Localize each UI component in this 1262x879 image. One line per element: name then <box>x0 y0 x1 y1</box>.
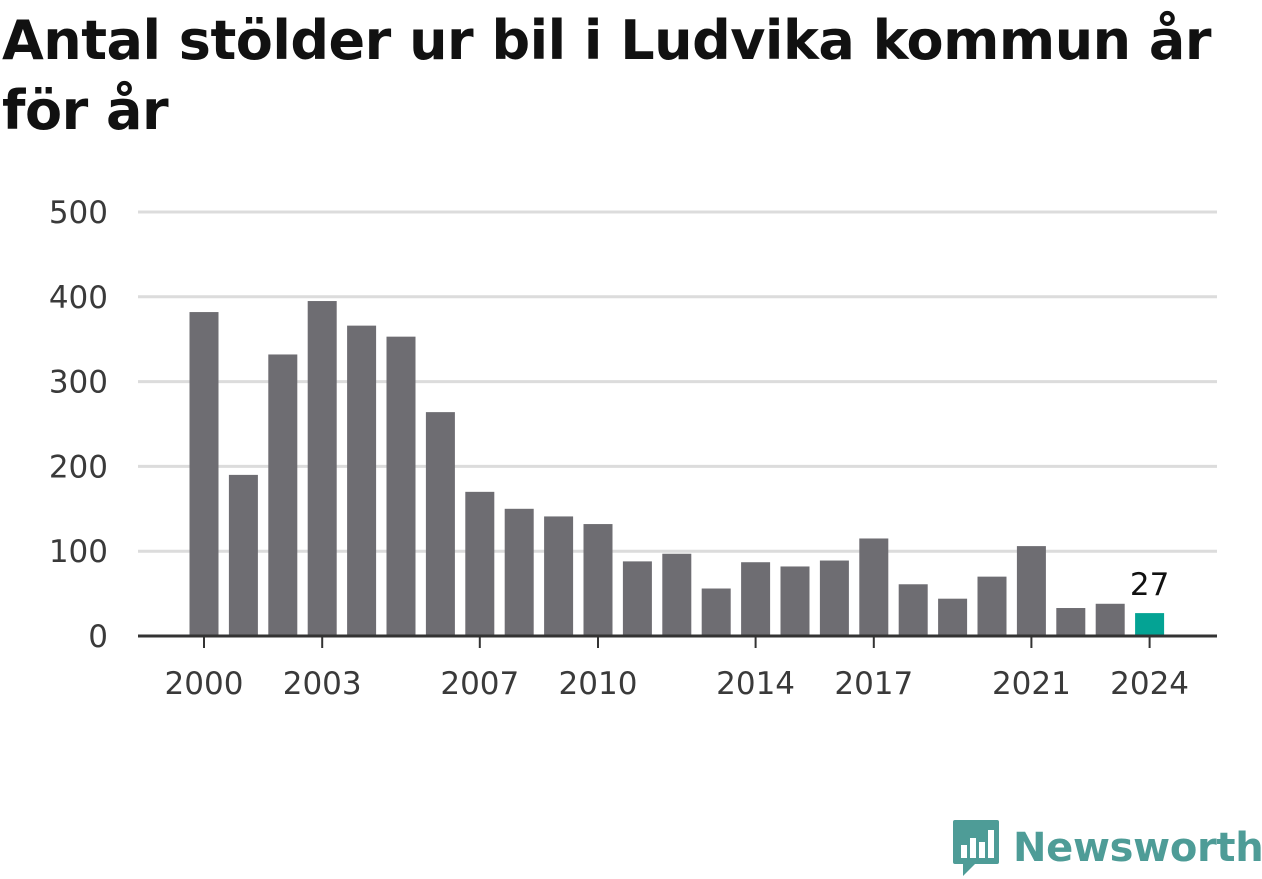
x-tick-label: 2010 <box>559 666 638 702</box>
bar <box>741 562 771 636</box>
x-tick-label: 2024 <box>1110 666 1189 702</box>
bar <box>780 566 810 636</box>
x-tick-label: 2007 <box>440 666 519 702</box>
x-tick-label: 2000 <box>165 666 244 702</box>
y-tick-label: 100 <box>49 534 108 570</box>
y-tick-label: 500 <box>49 195 108 231</box>
x-tick-label: 2003 <box>283 666 362 702</box>
bar <box>504 508 534 636</box>
bar <box>898 584 928 636</box>
data-label: 27 <box>1130 567 1169 603</box>
gridlines <box>138 210 1217 553</box>
bar <box>268 354 298 636</box>
bar <box>859 538 889 636</box>
brand-logo: Newsworthy <box>951 818 1262 878</box>
bar <box>544 516 574 636</box>
bar-chart-speech-bubble-icon <box>953 820 999 876</box>
bar <box>386 336 416 636</box>
bar <box>189 312 219 636</box>
y-tick-label: 200 <box>49 449 108 485</box>
y-tick-label: 300 <box>49 365 108 401</box>
bars <box>189 301 1165 636</box>
bar <box>938 598 968 636</box>
y-tick-label: 0 <box>88 619 108 655</box>
bar <box>307 301 337 636</box>
x-tick-label: 2021 <box>992 666 1071 702</box>
bar <box>465 491 495 636</box>
bar <box>1016 546 1046 636</box>
bar <box>701 588 731 636</box>
bar <box>1056 608 1086 636</box>
bar <box>347 325 377 636</box>
x-tick-label: 2017 <box>834 666 913 702</box>
bar <box>662 553 692 636</box>
bar <box>819 560 849 636</box>
bar <box>622 561 652 636</box>
labels: 0 100 200 300 400 500 2000 2003 2007 2010 2014 2017… <box>49 195 1189 702</box>
bar <box>1135 613 1165 636</box>
bar <box>977 576 1007 636</box>
axes <box>138 634 1217 648</box>
chart-title: Antal stölder ur bil i Ludvika kommun år… <box>2 9 1211 142</box>
brand-name: Newsworthy <box>1013 825 1262 871</box>
x-tick-label: 2014 <box>716 666 795 702</box>
bar <box>425 412 455 636</box>
bar <box>228 474 258 636</box>
bar <box>1095 603 1125 636</box>
y-tick-label: 400 <box>49 280 108 316</box>
bar <box>583 524 613 636</box>
